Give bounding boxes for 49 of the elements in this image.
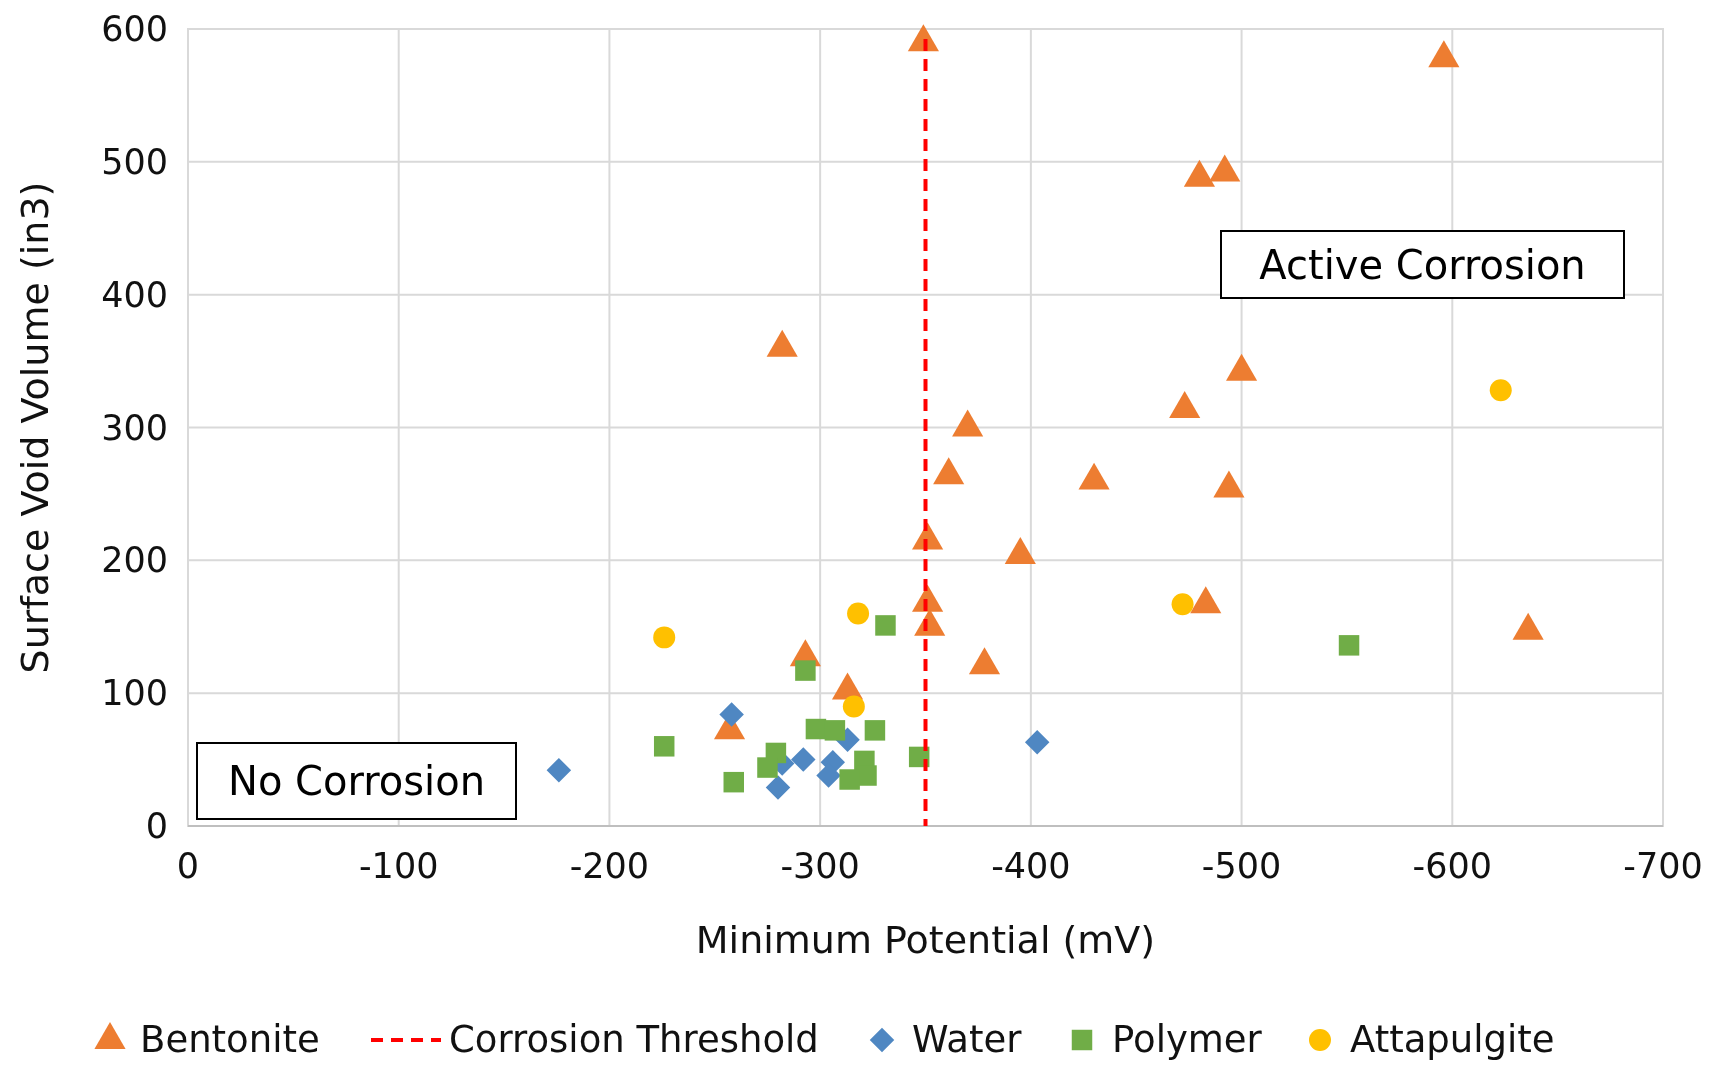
y-tick-label: 200 xyxy=(101,540,168,581)
point xyxy=(1024,730,1050,755)
x-tick-label: -500 xyxy=(1201,846,1282,886)
point xyxy=(864,720,886,741)
annotation: Active Corrosion xyxy=(1259,241,1586,288)
point xyxy=(1338,635,1360,656)
y-tick-label: 400 xyxy=(101,274,168,315)
point xyxy=(546,757,572,783)
annotation: No Corrosion xyxy=(227,758,486,804)
x-tick-label: 0 xyxy=(176,846,200,886)
legend-label: Bentonite xyxy=(140,1018,320,1061)
x-tick-label: -400 xyxy=(991,846,1071,886)
x-tick-label: -300 xyxy=(780,846,860,886)
point xyxy=(847,602,870,625)
y-tick-label: 0 xyxy=(145,806,168,846)
legend-label: Attapulgite xyxy=(1350,1018,1555,1061)
x-axis-title: Minimum Potential (mV) xyxy=(695,918,1156,962)
point xyxy=(816,763,841,788)
y-axis-title: Surface Void Volume (in3) xyxy=(13,181,57,674)
point xyxy=(723,771,744,793)
x-tick-label: -100 xyxy=(359,846,439,886)
point xyxy=(839,769,860,790)
legend-label: Polymer xyxy=(1112,1018,1263,1061)
y-tick-label: 100 xyxy=(101,673,168,714)
point xyxy=(757,757,778,778)
y-tick-label: 500 xyxy=(101,141,168,182)
point xyxy=(1171,593,1194,616)
x-tick-label: -200 xyxy=(569,846,650,886)
point xyxy=(842,695,865,718)
point xyxy=(805,718,827,740)
point xyxy=(1226,353,1258,381)
point xyxy=(1183,159,1215,187)
point xyxy=(795,660,816,681)
point xyxy=(719,702,744,727)
point xyxy=(653,626,676,649)
y-tick-label: 300 xyxy=(101,407,168,448)
point xyxy=(875,615,896,636)
point xyxy=(1209,154,1241,182)
legend-label: Water xyxy=(912,1018,1023,1061)
point xyxy=(791,747,816,772)
point xyxy=(766,329,798,357)
point xyxy=(765,775,791,800)
y-tick-label: 600 xyxy=(101,9,168,49)
point xyxy=(824,720,846,741)
legend-label: Corrosion Threshold xyxy=(449,1018,819,1061)
point xyxy=(653,736,675,757)
x-tick-label: -600 xyxy=(1412,846,1492,886)
x-tick-label: -700 xyxy=(1623,846,1703,886)
point xyxy=(1428,40,1460,68)
